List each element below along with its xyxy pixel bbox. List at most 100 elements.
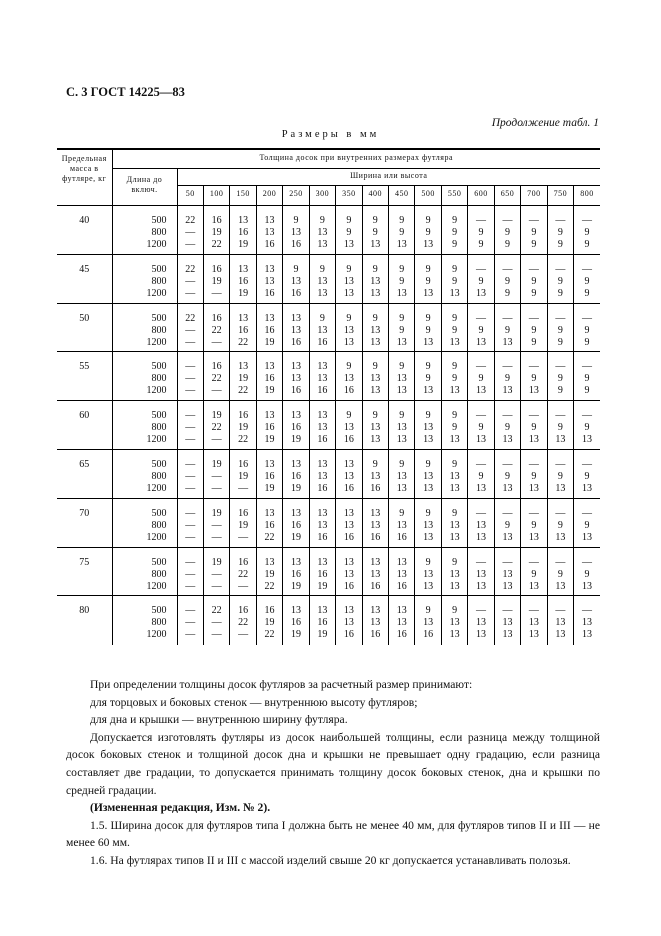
mass-cell: 75 bbox=[57, 547, 112, 597]
thickness-value: — bbox=[185, 336, 196, 348]
thickness-value: — bbox=[185, 458, 196, 470]
thickness-value: 9 bbox=[584, 422, 590, 434]
thickness-cell: —9 9 bbox=[520, 303, 548, 353]
thickness-value: 13 bbox=[582, 629, 593, 641]
thickness-value: 9 bbox=[504, 324, 510, 336]
thickness-cell: 16 22— bbox=[229, 595, 257, 645]
thickness-value: — bbox=[476, 507, 487, 519]
thickness-value: 9 bbox=[478, 324, 484, 336]
thickness-value: 13 bbox=[396, 336, 407, 348]
thickness-value: — bbox=[528, 458, 539, 470]
thickness-value: 9 bbox=[557, 227, 563, 238]
thickness-value: — bbox=[555, 605, 566, 617]
thickness-value: 13 bbox=[290, 458, 301, 470]
table-row-group: 75 500 800 1200— — —19— —16 22—13 19 22 13 16 19 13 16… bbox=[57, 547, 600, 597]
thickness-cell: —13 13 bbox=[467, 547, 495, 597]
thickness-cell: 13 16 19 bbox=[282, 547, 310, 597]
thickness-value: 13 bbox=[502, 336, 513, 348]
thickness-value: 13 bbox=[502, 531, 513, 543]
table-row-group: 60 500 800 1200— — —19 22—16 19 22 13 16 19 13 16 19 13… bbox=[57, 400, 600, 450]
thickness-value: 16 bbox=[264, 422, 275, 434]
thickness-value: 9 bbox=[425, 215, 431, 226]
thickness-value: 13 bbox=[555, 482, 566, 494]
thickness-value: — bbox=[185, 531, 196, 543]
thickness-value: 13 bbox=[423, 239, 434, 250]
thickness-cell: —9 13 bbox=[573, 449, 600, 499]
thickness-value: 22 bbox=[264, 531, 275, 543]
thickness-value: 13 bbox=[317, 373, 328, 385]
thickness-value: 13 bbox=[476, 287, 487, 299]
mass-cell: 40 bbox=[57, 205, 112, 255]
thickness-value: 13 bbox=[264, 263, 275, 275]
thickness-value: 16 bbox=[290, 287, 301, 299]
thickness-value: 9 bbox=[346, 263, 352, 275]
thickness-value: 13 bbox=[264, 410, 275, 422]
thickness-value: 9 bbox=[425, 324, 431, 336]
thickness-value: 16 bbox=[264, 287, 275, 299]
thickness-cell: 16 19— bbox=[229, 498, 257, 548]
thickness-value: 9 bbox=[557, 470, 563, 482]
thickness-value: 16 bbox=[238, 507, 249, 519]
mass-cell: 60 bbox=[57, 400, 112, 450]
page-header: С. 3 ГОСТ 14225—83 bbox=[66, 85, 185, 99]
thickness-value: 9 bbox=[425, 312, 431, 324]
thickness-value: 19 bbox=[238, 373, 249, 385]
thickness-cell: 16 19 22 bbox=[229, 400, 257, 450]
length-value: 1200 bbox=[146, 434, 167, 446]
thickness-value: 16 bbox=[290, 568, 301, 580]
mass-cell: 65 bbox=[57, 449, 112, 499]
thickness-value: — bbox=[582, 361, 593, 373]
thickness-value: 16 bbox=[290, 470, 301, 482]
thickness-value: 13 bbox=[555, 617, 566, 629]
thickness-value: 13 bbox=[423, 287, 434, 299]
thickness-cell: 9 9 13 bbox=[335, 205, 363, 255]
thickness-value: 9 bbox=[319, 312, 325, 324]
thickness-value: 13 bbox=[264, 275, 275, 287]
thickness-value: 13 bbox=[449, 470, 460, 482]
thickness-value: — bbox=[555, 312, 566, 324]
length-value: 800 bbox=[151, 227, 167, 238]
thickness-value: 13 bbox=[449, 617, 460, 629]
thickness-value: 13 bbox=[317, 458, 328, 470]
thickness-value: 9 bbox=[425, 556, 431, 568]
thickness-value: 9 bbox=[372, 312, 378, 324]
thickness-value: 19 bbox=[290, 580, 301, 592]
thickness-value: 13 bbox=[528, 385, 539, 397]
thickness-value: 13 bbox=[264, 312, 275, 324]
thickness-value: 16 bbox=[290, 385, 301, 397]
length-value: 500 bbox=[151, 263, 167, 275]
thickness-value: 22 bbox=[211, 605, 222, 617]
thickness-value: 16 bbox=[370, 482, 381, 494]
thickness-value: — bbox=[185, 580, 196, 592]
thickness-value: 16 bbox=[370, 580, 381, 592]
thickness-cell: 9 13 16 bbox=[282, 205, 310, 255]
thickness-value: 16 bbox=[343, 434, 354, 446]
thickness-value: 13 bbox=[238, 215, 249, 226]
thickness-cell: 13 13 16 bbox=[282, 303, 310, 353]
thickness-cell: —13 13 bbox=[493, 595, 521, 645]
thickness-cell: 13 13 16 bbox=[361, 547, 389, 597]
width-header: 600 bbox=[467, 185, 495, 206]
thickness-value: 13 bbox=[502, 385, 513, 397]
thickness-cell: 13 13 16 bbox=[255, 205, 283, 255]
length-cell: 500 800 1200 bbox=[111, 547, 177, 597]
thickness-cell: —13 13 bbox=[467, 595, 495, 645]
thickness-cell: —9 9 bbox=[546, 205, 574, 255]
thickness-cell: 9 9 13 bbox=[387, 303, 415, 353]
table-row-group: 40 500 800 1200 22— —16 19 22 13 16 19 13 13 16 9 13 16 9… bbox=[57, 205, 600, 255]
mass-cell: 50 bbox=[57, 303, 112, 353]
thickness-value: 16 bbox=[290, 336, 301, 348]
thickness-value: 9 bbox=[557, 385, 563, 397]
thickness-value: 9 bbox=[584, 373, 590, 385]
thickness-value: 13 bbox=[476, 519, 487, 531]
thickness-value: — bbox=[528, 263, 539, 275]
thickness-cell: —9 13 bbox=[520, 351, 548, 402]
thickness-cell: 13 13 16 bbox=[387, 547, 415, 597]
thickness-value: 9 bbox=[452, 556, 458, 568]
thickness-value: 9 bbox=[584, 385, 590, 397]
thickness-value: 19 bbox=[211, 275, 222, 287]
thickness-value: 9 bbox=[346, 312, 352, 324]
thickness-value: — bbox=[211, 287, 222, 299]
thickness-value: 19 bbox=[211, 556, 222, 568]
thickness-value: 16 bbox=[290, 519, 301, 531]
